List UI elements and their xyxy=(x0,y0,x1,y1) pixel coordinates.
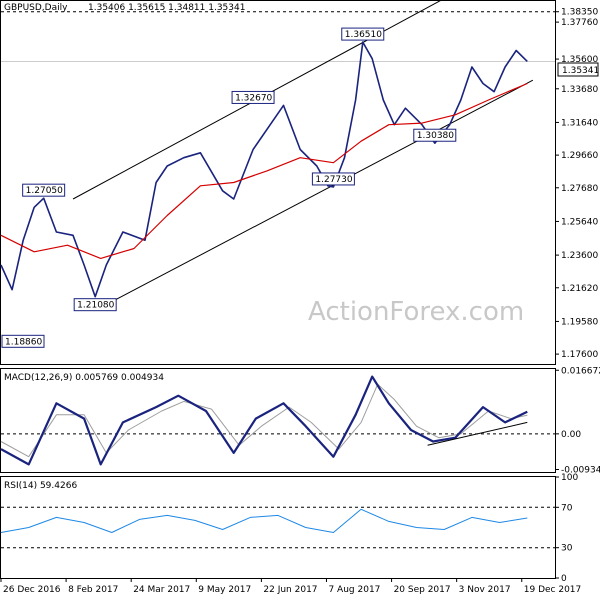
rsi-levels xyxy=(1,506,555,549)
price-series xyxy=(0,41,528,298)
macd-y-tick-label: 0.016672 xyxy=(561,366,600,376)
rsi-y-axis: 100 70 30 0 xyxy=(555,473,578,584)
title-block: GBPUSD,Daily 1.35406 1.35615 1.34811 1.3… xyxy=(4,3,245,13)
annotation-label: 1.18860 xyxy=(5,337,42,347)
x-tick-label: 9 May 2017 xyxy=(198,585,251,595)
macd-trend-line xyxy=(427,421,528,446)
macd-trendline xyxy=(427,421,528,446)
channel-upper-line xyxy=(72,0,443,200)
x-axis: 26 Dec 2016 8 Feb 2017 24 Mar 2017 9 May 20… xyxy=(0,578,582,595)
rsi-y-tick-label: 70 xyxy=(561,503,573,513)
moving-average xyxy=(0,82,528,259)
ohlc-values: 1.35406 1.35615 1.34811 1.35341 xyxy=(88,3,245,13)
chart-title: GBPUSD,Daily xyxy=(4,3,68,13)
main-panel-frame xyxy=(0,0,556,365)
x-tick-label: 24 Mar 2017 xyxy=(133,585,190,595)
annotation-box xyxy=(1,334,45,348)
main-y-tick-label: 1.25640 xyxy=(561,217,598,227)
macd-label: MACD(12,26,9) 0.005769 0.004934 xyxy=(4,373,164,383)
annotation-label: 1.32670 xyxy=(235,93,272,103)
annotation-box xyxy=(311,172,355,186)
rsi-y-tick-label: 100 xyxy=(561,473,578,483)
macd-panel-frame xyxy=(0,368,556,473)
price-channel xyxy=(72,0,534,306)
rsi-series xyxy=(0,508,528,533)
ma-line xyxy=(0,82,528,259)
price-line xyxy=(0,41,528,298)
price-annotations: 1.36510 1.32670 1.27050 1.21080 1.27730 1.303… xyxy=(1,27,457,348)
macd-y-tick-label: -0.009345 xyxy=(561,466,600,476)
rsi-y-tick-label: 30 xyxy=(561,544,573,554)
x-tick-label: 3 Nov 2017 xyxy=(459,585,511,595)
main-y-tick-label: 1.31640 xyxy=(561,118,598,128)
annotation-box xyxy=(341,27,385,41)
main-y-tick-label: 1.23600 xyxy=(561,251,598,261)
last-price-box xyxy=(557,62,599,77)
x-tick-label: 20 Sep 2017 xyxy=(394,585,451,595)
main-y-tick-label: 1.27680 xyxy=(561,184,598,194)
watermark: ActionForex.com xyxy=(308,297,524,327)
macd-signal-line xyxy=(0,383,528,458)
last-price-marker: 1.35341 xyxy=(557,62,599,77)
annotation-box xyxy=(413,128,457,142)
main-y-tick-label: 1.29660 xyxy=(561,151,598,161)
annotation-label: 1.36510 xyxy=(345,30,382,40)
main-y-tick-label: 1.35600 xyxy=(561,55,598,65)
x-tick-label: 22 Jun 2017 xyxy=(263,585,317,595)
main-y-tick-label: 1.21620 xyxy=(561,284,598,294)
macd-y-tick-label: 0.00 xyxy=(561,430,581,440)
rsi-label: RSI(14) 59.4266 xyxy=(4,481,77,491)
annotation-box xyxy=(22,183,66,197)
macd-main xyxy=(0,375,528,466)
main-y-tick-label: 1.37760 xyxy=(561,18,598,28)
annotation-box xyxy=(73,298,117,312)
rsi-line xyxy=(0,508,528,533)
x-tick-label: 26 Dec 2016 xyxy=(3,585,61,595)
annotation-label: 1.30380 xyxy=(417,131,454,141)
main-y-tick-label: 1.19580 xyxy=(561,317,598,327)
macd-signal xyxy=(0,383,528,458)
annotation-label: 1.27730 xyxy=(315,175,352,185)
main-y-tick-label: 1.33680 xyxy=(561,85,598,95)
rsi-y-tick-label: 0 xyxy=(561,574,567,584)
main-y-tick-label: 1.17600 xyxy=(561,350,598,360)
channel-lower-line xyxy=(106,79,534,306)
annotation-box xyxy=(231,90,275,104)
annotation-label: 1.27050 xyxy=(26,186,63,196)
last-price-label: 1.35341 xyxy=(562,66,599,76)
x-tick-label: 8 Feb 2017 xyxy=(68,585,118,595)
macd-main-line xyxy=(0,375,528,466)
x-tick-label: 19 Dec 2017 xyxy=(524,585,582,595)
macd-y-axis: 0.016672 0.00 -0.009345 xyxy=(555,366,600,476)
main-y-tick-label: 1.38350 xyxy=(561,8,598,18)
rsi-panel-frame xyxy=(0,476,556,579)
x-tick-label: 7 Aug 2017 xyxy=(328,585,380,595)
resistance-level xyxy=(1,11,555,62)
annotation-label: 1.21080 xyxy=(77,301,114,311)
